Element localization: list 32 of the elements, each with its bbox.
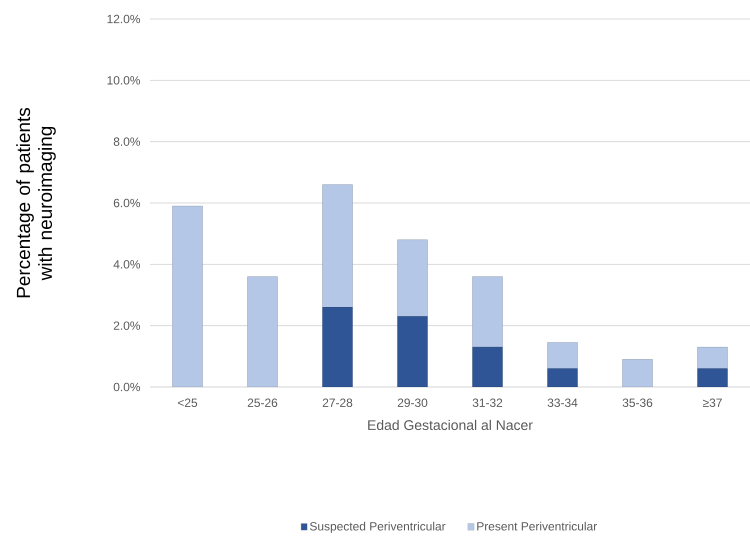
bar	[397, 240, 428, 317]
y-tick-label: 0.0%	[114, 382, 140, 392]
bar	[472, 346, 503, 387]
bar	[547, 342, 578, 369]
x-tick-label: 29-30	[398, 398, 428, 407]
x-tick-label: 35-36	[622, 398, 652, 407]
bar	[322, 307, 353, 387]
y-tick-label: 8.0%	[114, 137, 140, 146]
x-tick-label: 33-34	[548, 398, 578, 407]
y-axis-title: Percentage of patients with neuroimaging	[16, 108, 56, 298]
bar	[472, 276, 503, 348]
x-axis-title: Edad Gestacional al Nacer	[368, 420, 533, 430]
x-tick-label: 27-28	[322, 398, 352, 407]
y-tick-label: 4.0%	[114, 260, 140, 269]
bar	[247, 276, 278, 387]
bar	[622, 359, 653, 387]
x-tick-label: 31-32	[472, 398, 502, 407]
y-tick-label: 6.0%	[114, 198, 140, 208]
legend-label: Present Periventricular	[477, 522, 597, 531]
bar	[397, 316, 428, 387]
y-tick-label: 10.0%	[107, 76, 140, 85]
bar	[547, 368, 578, 387]
y-tick-label: 12.0%	[107, 14, 140, 24]
bar	[172, 206, 203, 387]
x-tick-label: 25-26	[248, 398, 278, 407]
bar	[697, 346, 728, 369]
x-tick-label: ≥37	[702, 398, 722, 407]
legend-label: Suspected Periventricular	[310, 522, 446, 533]
bar	[322, 184, 353, 308]
x-tick-label: <25	[178, 398, 198, 407]
y-tick-label: 2.0%	[114, 321, 140, 330]
bar	[697, 368, 728, 387]
